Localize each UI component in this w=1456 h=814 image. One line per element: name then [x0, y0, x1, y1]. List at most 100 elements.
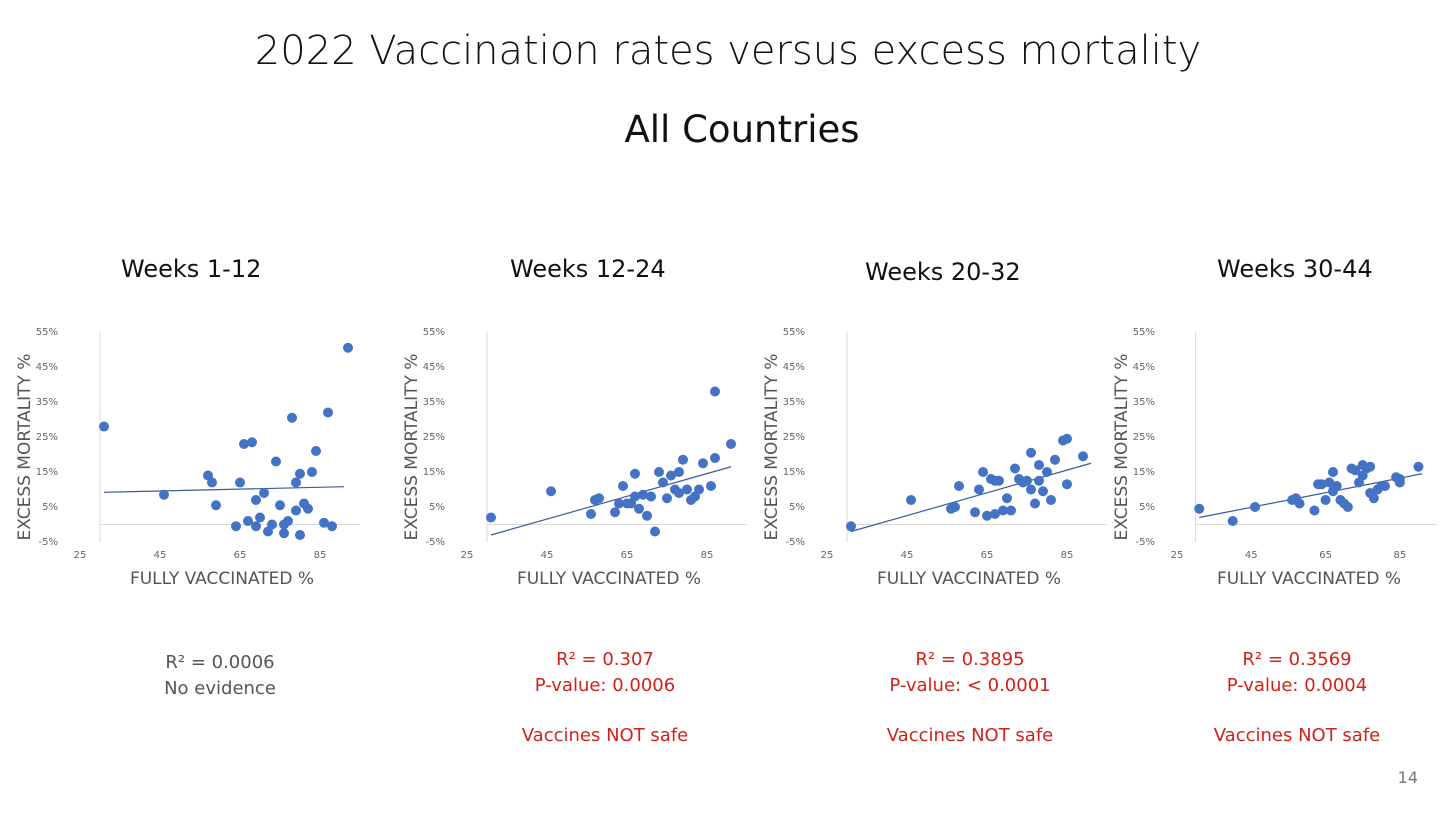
- data-point: [275, 500, 285, 511]
- p-value-label: P-value: 0.0004: [1226, 675, 1368, 696]
- y-tick-label: 15%: [423, 467, 445, 478]
- data-point: [1227, 516, 1238, 526]
- data-point: [1368, 493, 1379, 504]
- data-point: [674, 467, 684, 477]
- data-point: [974, 484, 984, 495]
- data-point: [1250, 502, 1260, 512]
- y-tick-label: 35%: [36, 397, 58, 408]
- x-tick-label: 45: [154, 550, 167, 561]
- data-point: [618, 481, 628, 491]
- y-tick-label: 45%: [423, 362, 445, 373]
- data-point: [1050, 454, 1060, 465]
- x-tick-label: 65: [1319, 550, 1332, 561]
- x-axis-title: FULLY VACCINATED %: [517, 569, 701, 589]
- data-point: [1030, 498, 1040, 509]
- data-point: [243, 516, 253, 526]
- y-tick-label: 25%: [36, 432, 58, 443]
- data-point: [678, 454, 688, 465]
- data-point: [610, 507, 620, 518]
- data-point: [694, 484, 704, 495]
- data-point: [1078, 451, 1088, 462]
- r-squared-label: R² = 0.307: [556, 649, 654, 670]
- x-tick-label: 85: [1061, 550, 1074, 561]
- data-point: [954, 481, 964, 491]
- data-point: [970, 507, 980, 518]
- data-point: [634, 503, 644, 514]
- data-point: [982, 510, 992, 521]
- data-point: [283, 516, 293, 526]
- x-tick-label: 85: [1393, 550, 1406, 561]
- y-tick-label: -5%: [1136, 537, 1155, 548]
- data-point: [1006, 505, 1016, 516]
- chart-panel-2: Weeks 12-24 55% 45% 35% 25% 15% 5% -5% 25 45 65 85…: [402, 250, 765, 770]
- x-axis-title: FULLY VACCINATED %: [877, 569, 1061, 589]
- data-point: [1365, 461, 1376, 472]
- scatter-chart-weeks-30-44: 55% 45% 35% 25% 15% 5% -5% 25 45 65 85 FULLY VACCIN…: [1112, 327, 1437, 589]
- y-axis-title: EXCESS MORTALITY %: [402, 354, 422, 541]
- page-number: 14: [1397, 768, 1418, 787]
- data-point: [303, 503, 313, 514]
- data-point: [1034, 460, 1044, 470]
- data-point: [642, 510, 652, 521]
- data-point: [630, 468, 640, 479]
- data-point: [1320, 495, 1331, 505]
- trendline: [103, 486, 345, 493]
- chart-panel-1: Weeks 1-12 55% 45% 35% 25% 15% 5% -5% 25 45 65 85 F…: [15, 250, 378, 770]
- verdict-label: Vaccines NOT safe: [521, 725, 689, 746]
- y-tick-label: 55%: [36, 327, 58, 338]
- r-squared-label: R² = 0.0006: [165, 652, 275, 673]
- y-tick-label: 5%: [1139, 502, 1155, 513]
- r-squared-label: R² = 0.3569: [1242, 649, 1352, 670]
- y-tick-label: 5%: [42, 502, 58, 513]
- data-point: [654, 467, 664, 477]
- data-point: [978, 467, 988, 477]
- y-tick-label: 45%: [783, 362, 805, 373]
- data-point: [614, 498, 624, 509]
- x-tick-label: 45: [1245, 550, 1258, 561]
- data-point: [311, 446, 321, 456]
- data-point: [990, 509, 1000, 519]
- y-tick-label: -5%: [426, 537, 445, 548]
- data-point: [586, 509, 596, 519]
- x-tick-label: 25: [1171, 550, 1184, 561]
- stats-block: R² = 0.3895 P-value: < 0.0001 Vaccines N…: [860, 647, 1080, 749]
- data-point: [211, 500, 221, 511]
- data-point: [291, 505, 301, 516]
- y-tick-label: 25%: [1133, 432, 1155, 443]
- chart-panel-4: Weeks 30-44 55% 45% 35% 25% 15% 5% -5% 25 45 65 85…: [1112, 250, 1456, 770]
- y-tick-label: 35%: [783, 397, 805, 408]
- data-point: [1350, 465, 1361, 476]
- x-tick-label: 65: [621, 550, 634, 561]
- y-tick-label: 5%: [429, 502, 445, 513]
- data-point: [650, 526, 660, 537]
- data-point: [998, 505, 1008, 516]
- data-point: [1026, 447, 1036, 458]
- data-point: [295, 530, 305, 540]
- chart-title: Weeks 20-32: [865, 258, 1021, 286]
- data-point: [1342, 502, 1353, 512]
- data-point: [1309, 505, 1320, 516]
- stats-block: R² = 0.0006 No evidence: [110, 650, 330, 702]
- data-point: [267, 519, 277, 530]
- data-point: [1328, 467, 1338, 477]
- data-point: [343, 342, 353, 353]
- data-point: [1331, 481, 1342, 491]
- data-point: [1324, 477, 1335, 488]
- data-point: [698, 458, 708, 469]
- data-point: [710, 386, 720, 397]
- data-point: [1002, 493, 1012, 504]
- data-point: [1026, 484, 1036, 495]
- y-axis-title: EXCESS MORTALITY %: [1112, 354, 1132, 541]
- chart-title: Weeks 30-44: [1217, 255, 1373, 283]
- chart-title: Weeks 12-24: [510, 255, 666, 283]
- y-axis-title: EXCESS MORTALITY %: [15, 354, 35, 541]
- p-value-label: P-value: < 0.0001: [889, 675, 1051, 696]
- data-point: [1413, 461, 1424, 472]
- y-tick-label: 35%: [423, 397, 445, 408]
- x-tick-label: 85: [314, 550, 327, 561]
- data-point: [638, 489, 648, 500]
- chart-title: Weeks 1-12: [121, 255, 262, 283]
- trendline: [490, 466, 732, 536]
- data-point: [271, 456, 281, 467]
